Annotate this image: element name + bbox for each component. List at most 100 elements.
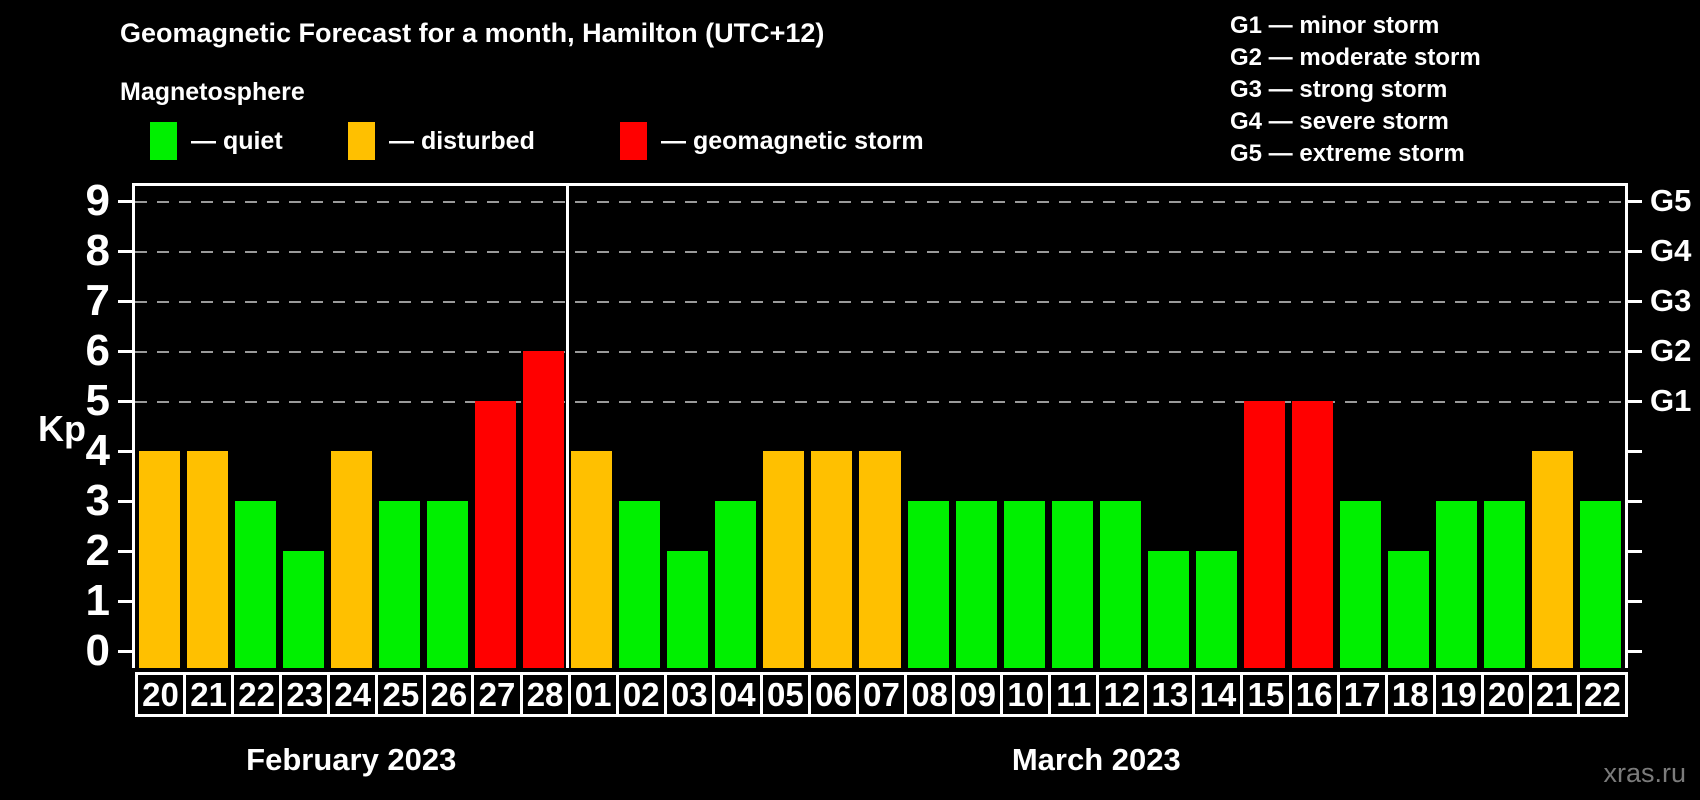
gridline-kp6 bbox=[135, 351, 1625, 353]
kp-bar-mar-10 bbox=[1003, 501, 1045, 668]
top-axis-line bbox=[132, 183, 1628, 186]
y-tick-3 bbox=[118, 500, 132, 503]
date-cell-feb-24: 24 bbox=[327, 672, 379, 717]
date-cell-feb-20: 20 bbox=[135, 672, 187, 717]
legend-item-disturbed: — disturbed bbox=[348, 121, 535, 161]
kp-bar-mar-22 bbox=[1580, 501, 1622, 668]
date-cell-mar-05: 05 bbox=[759, 672, 811, 717]
kp-bar-mar-11 bbox=[1051, 501, 1093, 668]
kp-bar-feb-25 bbox=[378, 501, 420, 668]
y-tick-2 bbox=[118, 550, 132, 553]
y-tick-5 bbox=[118, 400, 132, 403]
date-cell-mar-21: 21 bbox=[1528, 672, 1580, 717]
kp-bar-feb-22 bbox=[234, 501, 276, 668]
month-label-february: February 2023 bbox=[246, 742, 457, 777]
date-cell-feb-25: 25 bbox=[375, 672, 427, 717]
date-cell-feb-21: 21 bbox=[183, 672, 235, 717]
date-cell-mar-03: 03 bbox=[663, 672, 715, 717]
gridline-kp8 bbox=[135, 251, 1625, 253]
y-tick-label-0: 0 bbox=[85, 626, 110, 675]
date-cell-mar-06: 06 bbox=[807, 672, 859, 717]
kp-bar-feb-21 bbox=[186, 451, 228, 668]
date-cell-mar-11: 11 bbox=[1048, 672, 1100, 717]
storm-scale-g5: G5 — extreme storm bbox=[1230, 140, 1465, 167]
month-separator bbox=[566, 183, 570, 668]
kp-bar-mar-01 bbox=[571, 451, 613, 668]
y-tick-4 bbox=[118, 450, 132, 453]
y-axis-label: Kp bbox=[38, 408, 86, 449]
kp-bar-mar-12 bbox=[1099, 501, 1141, 668]
g-tick-6 bbox=[1628, 350, 1642, 353]
g-tick-0 bbox=[1628, 650, 1642, 653]
legend-label-disturbed: — disturbed bbox=[389, 126, 535, 155]
kp-bar-mar-16 bbox=[1292, 401, 1334, 668]
gridline-kp5 bbox=[135, 401, 1625, 403]
y-tick-label-5: 5 bbox=[85, 376, 110, 425]
date-cell-mar-07: 07 bbox=[855, 672, 908, 717]
g-tick-2 bbox=[1628, 550, 1642, 553]
date-cell-feb-28: 28 bbox=[519, 672, 571, 717]
y-tick-1 bbox=[118, 600, 132, 603]
kp-bar-feb-28 bbox=[523, 351, 565, 668]
date-cell-mar-08: 08 bbox=[904, 672, 956, 717]
g-tick-3 bbox=[1628, 500, 1642, 503]
date-cell-mar-14: 14 bbox=[1192, 672, 1244, 717]
kp-bar-feb-23 bbox=[282, 551, 324, 668]
kp-bar-mar-06 bbox=[811, 451, 853, 668]
date-cell-mar-15: 15 bbox=[1240, 672, 1292, 717]
gridline-kp7 bbox=[135, 301, 1625, 303]
g-scale-label-g4: G4 bbox=[1650, 233, 1692, 268]
date-cell-mar-02: 02 bbox=[615, 672, 667, 717]
legend-label-storm: — geomagnetic storm bbox=[661, 126, 924, 155]
kp-bar-mar-04 bbox=[715, 501, 757, 668]
watermark: xras.ru bbox=[1603, 758, 1686, 788]
date-cell-mar-12: 12 bbox=[1096, 672, 1148, 717]
date-cell-mar-13: 13 bbox=[1144, 672, 1196, 717]
date-cell-mar-04: 04 bbox=[711, 672, 763, 717]
g-tick-1 bbox=[1628, 600, 1642, 603]
magnetosphere-label: Magnetosphere bbox=[120, 78, 305, 106]
y-tick-label-1: 1 bbox=[85, 576, 110, 625]
kp-bar-mar-20 bbox=[1484, 501, 1526, 668]
date-cell-mar-20: 20 bbox=[1480, 672, 1532, 717]
g-scale-label-g5: G5 bbox=[1650, 183, 1692, 218]
chart-title: Geomagnetic Forecast for a month, Hamilt… bbox=[120, 18, 825, 48]
date-cell-mar-22: 22 bbox=[1576, 672, 1628, 717]
y-tick-label-2: 2 bbox=[85, 526, 110, 575]
date-cell-feb-27: 27 bbox=[471, 672, 523, 717]
gridline-kp9 bbox=[135, 201, 1625, 203]
y-tick-label-4: 4 bbox=[85, 426, 110, 475]
y-tick-9 bbox=[118, 200, 132, 203]
storm-scale-g1: G1 — minor storm bbox=[1230, 12, 1440, 39]
kp-bar-mar-13 bbox=[1147, 551, 1189, 668]
y-tick-label-6: 6 bbox=[85, 326, 110, 375]
kp-bar-mar-14 bbox=[1195, 551, 1237, 668]
kp-bar-mar-19 bbox=[1436, 501, 1478, 668]
g-scale-label-g1: G1 bbox=[1650, 383, 1692, 418]
kp-bar-mar-02 bbox=[619, 501, 661, 668]
disturbed-color-swatch bbox=[348, 122, 375, 160]
y-tick-label-3: 3 bbox=[85, 476, 110, 525]
date-cell-mar-19: 19 bbox=[1432, 672, 1484, 717]
g-tick-4 bbox=[1628, 450, 1642, 453]
y-tick-6 bbox=[118, 350, 132, 353]
date-cell-mar-09: 09 bbox=[952, 672, 1004, 717]
storm-scale-g3: G3 — strong storm bbox=[1230, 76, 1448, 103]
storm-scale-legend: G1 — minor storm G2 — moderate storm G3 … bbox=[1230, 10, 1481, 170]
kp-bar-mar-03 bbox=[667, 551, 709, 668]
kp-bar-mar-15 bbox=[1243, 401, 1286, 668]
kp-bar-feb-26 bbox=[426, 501, 468, 668]
date-cell-mar-16: 16 bbox=[1288, 672, 1340, 717]
kp-bar-mar-05 bbox=[763, 451, 805, 668]
kp-bar-mar-17 bbox=[1340, 501, 1382, 668]
kp-bar-mar-18 bbox=[1388, 551, 1430, 668]
y-tick-8 bbox=[118, 250, 132, 253]
month-label-march: March 2023 bbox=[1011, 742, 1181, 777]
g-tick-5 bbox=[1628, 400, 1642, 403]
kp-bar-feb-27 bbox=[474, 401, 516, 668]
storm-scale-g4: G4 — severe storm bbox=[1230, 108, 1449, 135]
y-tick-label-9: 9 bbox=[85, 176, 110, 225]
storm-scale-g2: G2 — moderate storm bbox=[1230, 44, 1481, 71]
y-tick-0 bbox=[118, 650, 132, 653]
